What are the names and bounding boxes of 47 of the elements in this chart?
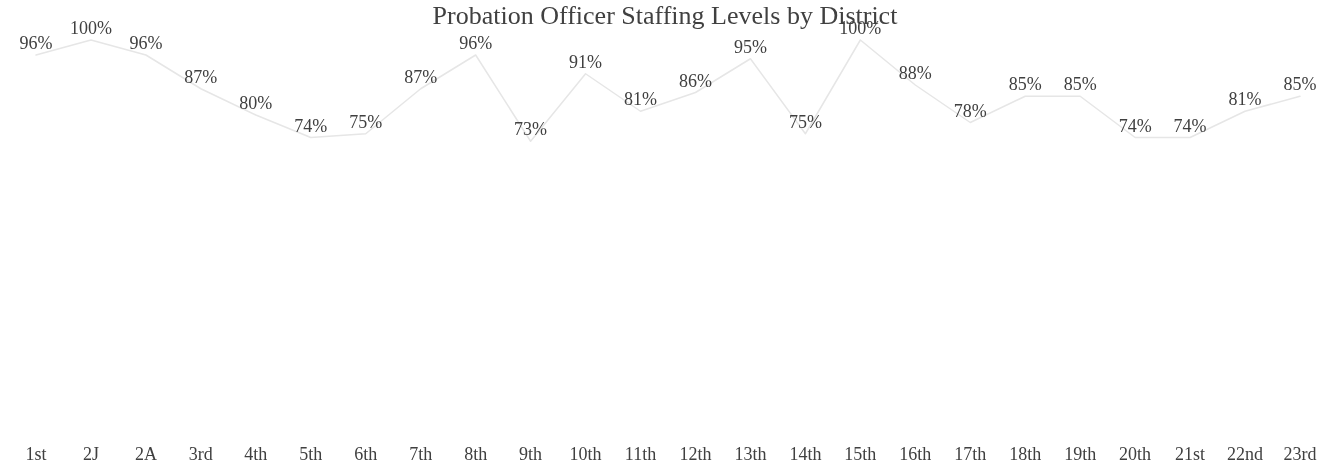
data-label: 80% <box>239 93 273 113</box>
x-tick-label: 16th <box>899 444 932 464</box>
data-label: 75% <box>349 111 383 132</box>
x-tick-label: 12th <box>679 444 712 464</box>
x-tick-label: 6th <box>354 444 378 464</box>
x-tick-label: 2J <box>82 444 99 464</box>
data-label: 87% <box>404 66 438 87</box>
x-tick-label: 10th <box>569 444 602 464</box>
x-tick-label: 5th <box>299 444 323 464</box>
x-tick-label: 14th <box>789 444 822 464</box>
x-tick-label: 19th <box>1064 444 1097 464</box>
x-tick-label: 11th <box>624 444 657 464</box>
x-tick-label: 7th <box>409 444 433 464</box>
data-label: 96% <box>129 33 163 53</box>
data-label: 75% <box>788 111 822 132</box>
x-tick-label: 1st <box>25 444 47 464</box>
x-tick-label: 18th <box>1009 444 1042 464</box>
data-label: 86% <box>678 70 712 91</box>
x-tick-label: 20th <box>1119 444 1152 464</box>
data-label: 74% <box>1173 115 1207 136</box>
data-label: 87% <box>184 66 218 87</box>
x-tick-label: 15th <box>844 444 877 464</box>
x-tick-label: 17th <box>954 444 987 464</box>
x-tick-label: 2A <box>134 444 157 464</box>
data-label: 100% <box>69 18 112 38</box>
data-label: 81% <box>624 89 658 110</box>
x-tick-label: 4th <box>244 444 268 464</box>
data-label: 88% <box>898 63 932 83</box>
x-tick-label: 22nd <box>1227 444 1264 464</box>
x-tick-label: 3rd <box>188 444 213 464</box>
data-label: 95% <box>733 36 767 57</box>
data-label: 96% <box>459 33 493 53</box>
data-label: 85% <box>1008 74 1042 95</box>
x-tick-label: 8th <box>464 444 488 464</box>
data-label: 74% <box>294 115 328 136</box>
data-label: 85% <box>1063 74 1097 95</box>
data-label: 81% <box>1228 89 1262 110</box>
x-tick-label: 13th <box>734 444 767 464</box>
data-label: 73% <box>514 119 548 140</box>
data-label: 91% <box>569 51 603 72</box>
data-label: 78% <box>953 100 987 121</box>
x-tick-label: 9th <box>519 444 543 464</box>
x-tick-label: 23rd <box>1283 444 1317 464</box>
data-label: 74% <box>1118 115 1152 136</box>
x-tick-label: 21st <box>1175 444 1206 464</box>
data-label: 96% <box>19 33 53 53</box>
data-label: 85% <box>1283 74 1317 95</box>
